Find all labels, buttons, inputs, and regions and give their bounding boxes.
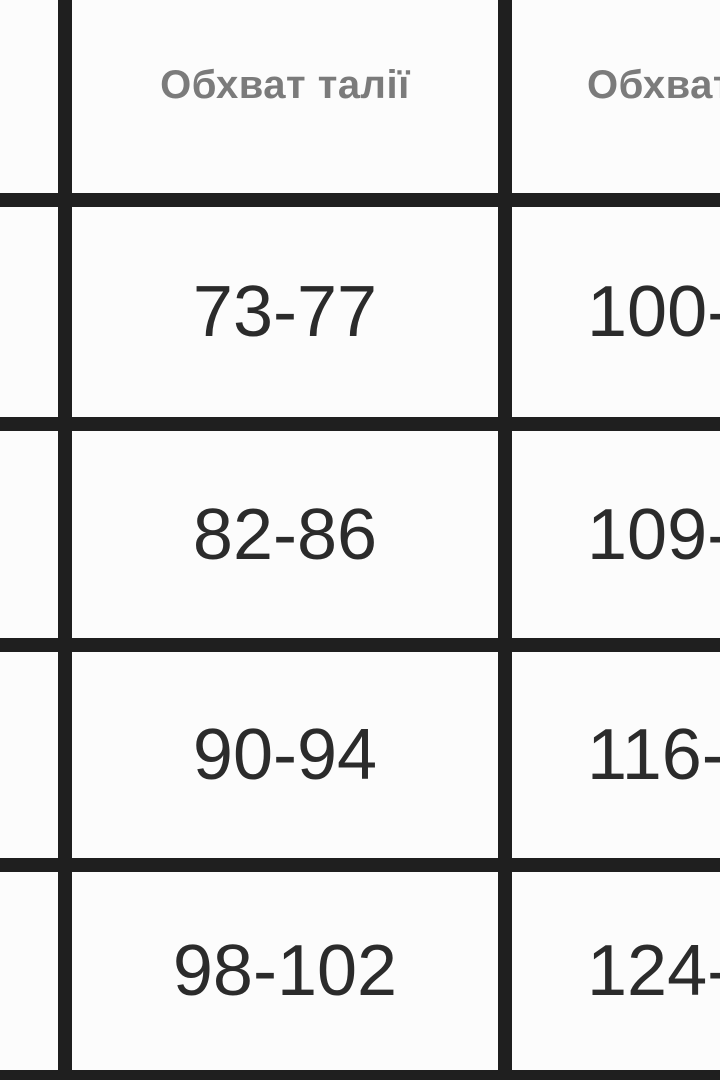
row2-cell-waist: 82-86 xyxy=(72,431,498,638)
header-cell-cut-left xyxy=(0,0,58,193)
header-cell-waist: Обхват талії xyxy=(72,0,498,193)
row4-cell-waist: 98-102 xyxy=(72,872,498,1070)
row1-cell-cut-left xyxy=(0,207,58,417)
row4-cell-cut-left xyxy=(0,872,58,1070)
row1-cell-hips: 100- xyxy=(512,207,720,417)
row4-cell-hips: 124- xyxy=(512,872,720,1070)
row2-cell-cut-left xyxy=(0,431,58,638)
row3-cell-cut-left xyxy=(0,652,58,858)
row2-cell-hips: 109- xyxy=(512,431,720,638)
row3-cell-waist: 90-94 xyxy=(72,652,498,858)
row1-cell-waist: 73-77 xyxy=(72,207,498,417)
header-cell-hips: Обхват xyxy=(512,0,720,193)
row3-cell-hips: 116- xyxy=(512,652,720,858)
